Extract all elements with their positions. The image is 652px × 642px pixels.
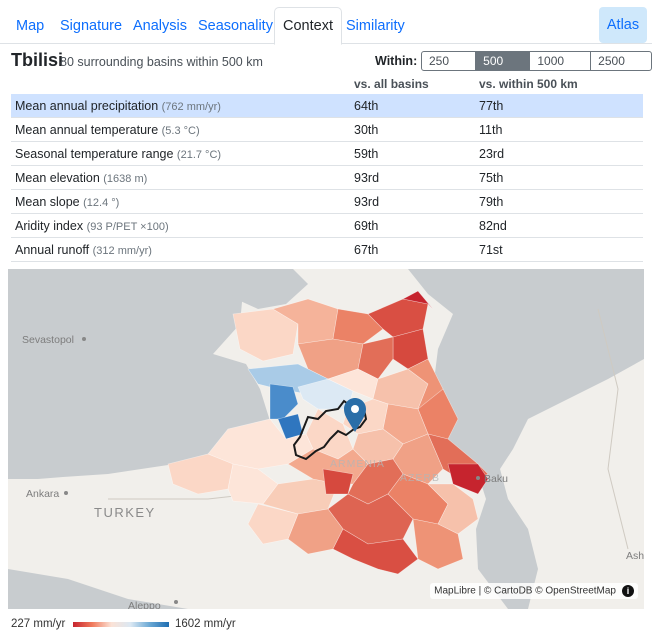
row-label: Mean annual temperature (5.3 °C) [15, 123, 200, 137]
label-azerbaijan: AZERB [400, 472, 440, 484]
tab-map[interactable]: Map [16, 18, 45, 34]
within-label: Within: [375, 54, 418, 68]
row-label: Aridity index (93 P/PET ×100) [15, 219, 169, 233]
radius-option-250[interactable]: 250 km [429, 54, 450, 68]
map-canvas[interactable]: Sevastopol Ankara TURKEY Baku ARMENIA AZ… [8, 269, 644, 609]
table-row[interactable]: Mean annual precipitation (762 mm/yr) 64… [11, 94, 643, 118]
city-dot [82, 337, 86, 341]
place-title: Tbilisi [11, 50, 64, 70]
table-row[interactable]: Aridity index (93 P/PET ×100) 69th 82nd [11, 214, 643, 238]
label-aleppo: Aleppo [128, 600, 161, 609]
column-header-within: vs. within 500 km [479, 77, 578, 91]
row-label: Mean elevation (1638 m) [15, 171, 148, 185]
row-rank-all: 93rd [354, 195, 380, 209]
label-baku: Baku [484, 473, 508, 485]
label-ashgabat: Ash [626, 550, 644, 562]
black-sea [8, 269, 270, 479]
radius-option-1000[interactable]: 1000 km [529, 52, 590, 70]
map-view[interactable]: Sevastopol Ankara TURKEY Baku ARMENIA AZ… [8, 269, 644, 609]
tab-seasonality[interactable]: Seasonality [198, 18, 273, 34]
row-rank-within: 75th [479, 171, 504, 185]
legend-max: 1602 mm/yr [175, 618, 236, 630]
row-rank-within: 82nd [479, 219, 507, 233]
atlas-button[interactable]: Atlas [599, 7, 647, 43]
info-icon[interactable]: i [622, 585, 634, 597]
row-label: Seasonal temperature range (21.7 °C) [15, 147, 222, 161]
tab-bar: Map Signature Analysis Seasonality Conte… [0, 0, 652, 45]
row-rank-all: 59th [354, 147, 379, 161]
row-rank-all: 64th [354, 99, 379, 113]
table-row[interactable]: Mean elevation (1638 m) 93rd 75th [11, 166, 643, 190]
label-sevastopol: Sevastopol [22, 334, 74, 346]
label-turkey: TURKEY [94, 505, 156, 520]
tab-analysis[interactable]: Analysis [133, 18, 187, 34]
row-rank-all: 93rd [354, 171, 380, 185]
row-rank-all: 67th [354, 243, 379, 257]
tab-similarity[interactable]: Similarity [346, 18, 405, 34]
sea-of-azov [208, 269, 308, 309]
label-ankara: Ankara [26, 488, 59, 500]
basin-choropleth[interactable] [167, 290, 489, 575]
row-label: Mean annual precipitation (762 mm/yr) [15, 99, 221, 113]
city-dot [64, 491, 68, 495]
caspian-sea [408, 269, 644, 609]
table-row[interactable]: Seasonal temperature range (21.7 °C) 59t… [11, 142, 643, 166]
city-dot [174, 600, 178, 604]
row-rank-within: 77th [479, 99, 504, 113]
tab-context[interactable]: Context [274, 7, 342, 45]
legend-min: 227 mm/yr [11, 618, 66, 630]
place-subtitle: 80 surrounding basins within 500 km [60, 55, 263, 69]
label-armenia: ARMENIA [330, 458, 385, 470]
radius-selector: 250 km 500 km 1000 km 2500 km [421, 51, 652, 71]
legend-colorbar [73, 622, 169, 627]
row-rank-all: 30th [354, 123, 379, 137]
map-marker-icon[interactable] [344, 398, 366, 432]
table-row[interactable]: Mean annual temperature (5.3 °C) 30th 11… [11, 118, 643, 142]
radius-option-2500[interactable]: 2500 km [590, 52, 651, 70]
radius-option-500[interactable]: 500 km [475, 52, 530, 70]
mediterranean [8, 569, 188, 609]
table-row[interactable]: Annual runoff (312 mm/yr) 67th 71st [11, 238, 643, 262]
row-rank-all: 69th [354, 219, 379, 233]
tab-signature[interactable]: Signature [60, 18, 123, 34]
row-rank-within: 23rd [479, 147, 505, 161]
row-rank-within: 79th [479, 195, 504, 209]
row-label: Mean slope (12.4 °) [15, 195, 120, 209]
column-header-all: vs. all basins [354, 77, 429, 91]
table-row[interactable]: Mean slope (12.4 °) 93rd 79th [11, 190, 643, 214]
row-label: Annual runoff (312 mm/yr) [15, 243, 152, 257]
row-rank-within: 71st [479, 243, 503, 257]
row-rank-within: 11th [479, 123, 503, 137]
city-dot [476, 476, 480, 480]
map-attribution[interactable]: MapLibre | © CartoDB © OpenStreetMap i [430, 583, 638, 599]
